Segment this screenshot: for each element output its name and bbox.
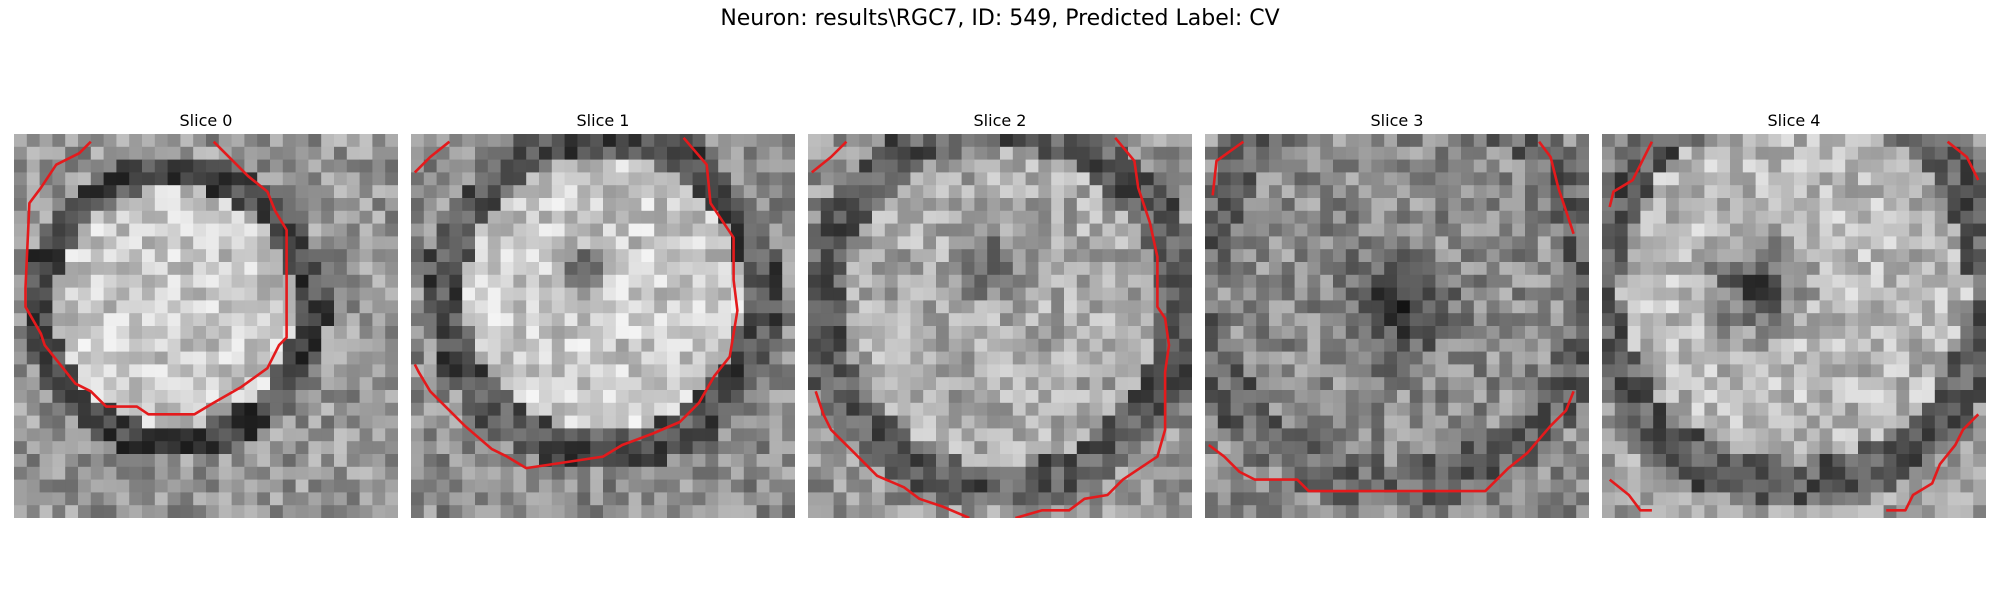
slice-pixels bbox=[808, 134, 1192, 518]
segmentation-contour bbox=[1608, 478, 1652, 512]
slice-title: Slice 4 bbox=[1767, 111, 1821, 130]
slice-panel-2: Slice 2 bbox=[808, 108, 1192, 518]
slice-panel-4: Slice 4 bbox=[1602, 108, 1986, 518]
slice-image bbox=[1602, 134, 1986, 518]
slice-panel-0: Slice 0 bbox=[14, 108, 398, 518]
segmentation-contour bbox=[1946, 140, 1980, 181]
slice-title: Slice 3 bbox=[1370, 111, 1424, 130]
slice-title: Slice 2 bbox=[973, 111, 1027, 130]
segmentation-contour bbox=[1886, 413, 1980, 512]
figure-title: Neuron: results\RGC7, ID: 549, Predicted… bbox=[720, 6, 1280, 31]
segmentation-contour bbox=[24, 140, 288, 416]
slice-title: Slice 1 bbox=[576, 111, 630, 130]
slice-pixels bbox=[1205, 134, 1589, 518]
segmentation-contour bbox=[1608, 141, 1654, 208]
slice-title: Slice 0 bbox=[179, 111, 233, 130]
segmentation-contour bbox=[1538, 140, 1575, 235]
segmentation-contour bbox=[810, 140, 848, 174]
slice-image bbox=[808, 134, 1192, 518]
segmentation-contour bbox=[413, 136, 739, 470]
slice-panel-1: Slice 1 bbox=[411, 108, 795, 518]
segmentation-contour bbox=[814, 390, 970, 518]
slice-image bbox=[411, 134, 795, 518]
slice-pixels bbox=[14, 134, 398, 518]
segmentation-contour bbox=[1211, 140, 1245, 196]
slice-image bbox=[14, 134, 398, 518]
segmentation-contour bbox=[1015, 136, 1171, 518]
slice-image bbox=[1205, 134, 1589, 518]
segmentation-contour bbox=[413, 140, 451, 174]
segmentation-contour bbox=[1208, 390, 1575, 493]
slice-panel-3: Slice 3 bbox=[1205, 108, 1589, 518]
slice-pixels bbox=[1602, 134, 1986, 518]
slice-pixels bbox=[411, 134, 795, 518]
